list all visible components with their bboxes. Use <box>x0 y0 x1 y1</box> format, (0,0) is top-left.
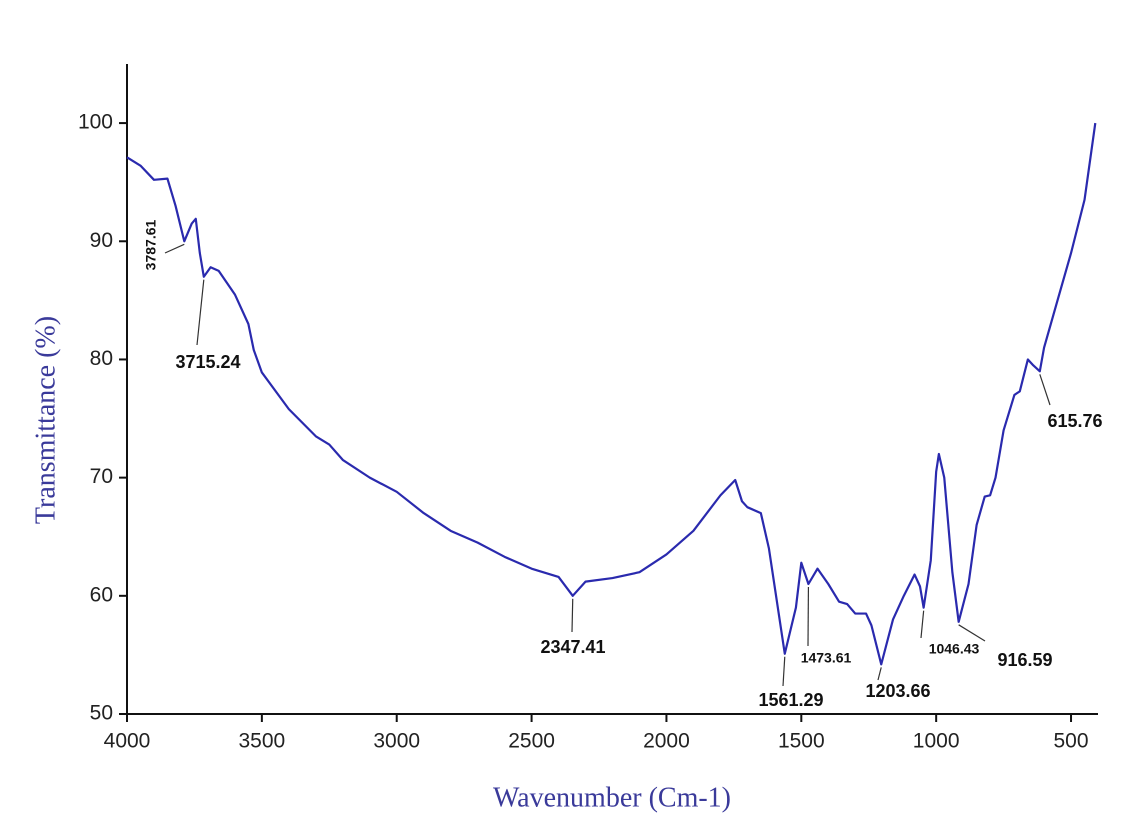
y-axis-label: Transmittance (%) <box>30 316 61 524</box>
y-tick-label: 100 <box>78 111 113 134</box>
annotation-label: 1046.43 <box>929 641 980 657</box>
annotation-label: 3787.61 <box>143 219 159 270</box>
annotation-label: 3715.24 <box>175 352 240 372</box>
annotation-label: 1561.29 <box>758 690 823 710</box>
annotation-leader <box>571 598 574 633</box>
annotation-leader <box>920 610 925 639</box>
annotation-label: 2347.41 <box>540 637 605 657</box>
x-tick-label: 2000 <box>643 730 690 753</box>
annotation-label: 615.76 <box>1047 411 1102 431</box>
y-tick-label: 80 <box>90 347 113 370</box>
annotation-leader <box>196 279 205 346</box>
x-tick-label: 1000 <box>913 730 960 753</box>
annotation-label: 916.59 <box>997 650 1052 670</box>
spectrum-line <box>126 122 1097 666</box>
annotation-leader <box>782 656 786 687</box>
y-tick-label: 70 <box>90 465 113 488</box>
y-tick-label: 90 <box>90 229 113 252</box>
x-tick-label: 3500 <box>239 730 286 753</box>
x-axis-label: Wavenumber (Cm-1) <box>493 782 731 813</box>
y-tick-label: 50 <box>90 702 113 725</box>
annotation-leader <box>958 624 986 642</box>
x-tick-label: 3000 <box>373 730 420 753</box>
annotation-leader <box>1039 374 1051 406</box>
x-tick-label: 500 <box>1054 730 1089 753</box>
y-tick-label: 60 <box>90 583 113 606</box>
annotation-leader <box>877 667 882 681</box>
x-tick-label: 4000 <box>104 730 151 753</box>
annotation-leader <box>164 243 185 254</box>
annotation-label: 1203.66 <box>865 681 930 701</box>
x-tick-label: 1500 <box>778 730 825 753</box>
x-tick-label: 2500 <box>508 730 555 753</box>
annotation-label: 1473.61 <box>801 650 852 666</box>
